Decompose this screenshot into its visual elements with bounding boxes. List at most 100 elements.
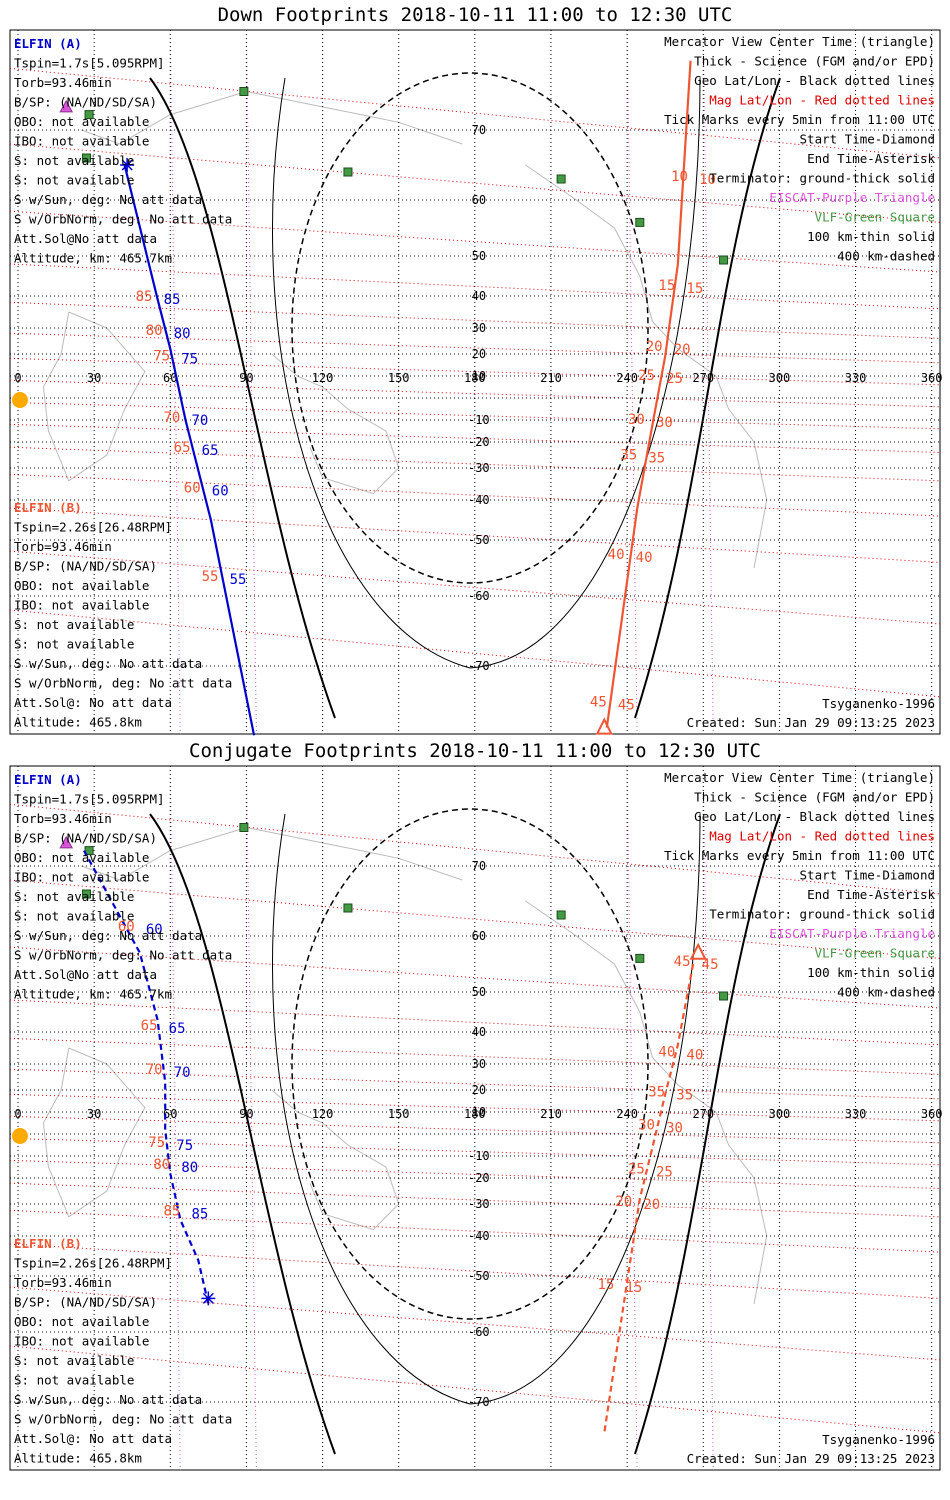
- track-time-tick-mag: 30: [628, 412, 645, 428]
- terminator: [149, 813, 781, 1455]
- legend-line: End Time-Asterisk: [807, 151, 935, 166]
- track-time-tick: 80: [174, 326, 191, 342]
- track-elfin-b: 15 15 20 20 25 25 30 30 35 35 40 40 45 45: [598, 942, 719, 1433]
- mag-lon-line: [169, 29, 181, 735]
- elfin-b-info-line: IBO: not available: [14, 1334, 149, 1349]
- model-label: Tsyganenko-1996: [822, 696, 935, 711]
- lon-tick-label: 150: [388, 1107, 410, 1121]
- elfin-a-info-line: Att.Sol@No att data: [14, 967, 157, 982]
- legend-line: Thick - Science (FGM and/or EPD): [694, 790, 935, 805]
- lon-tick-label: 120: [312, 1107, 334, 1121]
- legend-line: Start Time-Diamond: [800, 132, 935, 147]
- vlf-station-square: [239, 87, 249, 96]
- track-time-tick: 60: [146, 922, 163, 938]
- track-time-tick-mag: 45: [590, 695, 607, 711]
- contour-100km: [272, 77, 701, 669]
- lon-tick-label: 240: [616, 371, 638, 385]
- elfin-b-info-line: Altitude: 465.8km: [14, 1451, 142, 1466]
- track-time-tick: 35: [648, 451, 665, 467]
- legend-line: 400 km-dashed: [837, 985, 935, 1000]
- contour-400km: [291, 808, 649, 1320]
- elfin-b-info-line: Altitude: 465.8km: [14, 715, 142, 730]
- lon-tick-label: 330: [845, 371, 867, 385]
- legend-line: Terminator: ground-thick solid: [709, 171, 935, 186]
- elfin-a-info-line: Tspin=1.7s[5.095RPM]: [14, 56, 165, 71]
- track-time-tick-mag: 45: [674, 954, 691, 970]
- sun-icon: [12, 392, 28, 408]
- geo-grid: [10, 30, 940, 734]
- legend-line: Tick Marks every 5min from 11:00 UTC: [664, 112, 935, 127]
- track-time-tick: 20: [643, 1197, 660, 1213]
- lat-tick-label: -50: [468, 533, 490, 547]
- track-time-tick-mag: 85: [136, 289, 153, 305]
- vlf-station-square: [239, 823, 249, 832]
- track-time-tick: 15: [686, 281, 703, 297]
- mag-lat-line: [9, 946, 941, 1009]
- track-time-tick-mag: 75: [153, 348, 170, 364]
- lon-tick-label: 360: [921, 1107, 943, 1121]
- legend-line: VLF-Green Square: [815, 946, 935, 961]
- mag-lon-line: [702, 765, 714, 1471]
- lon-tick-label: 30: [87, 1107, 101, 1121]
- vlf-station-square: [343, 167, 353, 177]
- track-time-tick-mag: 80: [146, 323, 163, 339]
- mag-lon-lines: [169, 765, 714, 1471]
- elfin-a-info-line: Torb=93.46min: [14, 811, 112, 826]
- lat-tick-label: 50: [472, 985, 486, 999]
- lat-tick-label: 60: [472, 193, 486, 207]
- track-time-tick: 15: [626, 1280, 643, 1296]
- mag-grid: [9, 803, 941, 1434]
- lon-tick-label: 300: [769, 371, 791, 385]
- track-time-tick-mag: 40: [608, 547, 625, 563]
- track-time-tick: 80: [181, 1160, 198, 1176]
- elfin-b-info-line: Torb=93.46min: [14, 539, 112, 554]
- track-time-tick: 20: [674, 342, 691, 358]
- elfin-a-info-line: IBO: not available: [14, 870, 149, 885]
- elfin-a-info-line: S w/Sun, deg: No att data: [14, 192, 202, 207]
- track-time-tick: 25: [656, 1164, 673, 1180]
- lon-tick-label: 150: [388, 371, 410, 385]
- track-time-tick: 65: [202, 443, 219, 459]
- elfin-b-name: ELFIN (B): [14, 500, 82, 515]
- mag-lat-line: [9, 210, 941, 273]
- lon-tick-label: 0: [14, 371, 21, 385]
- legend-line: Thick - Science (FGM and/or EPD): [694, 54, 935, 69]
- elfin-a-name: ELFIN (A): [14, 772, 82, 787]
- lat-tick-label: -70: [468, 1395, 490, 1409]
- elfin-a-info-line: Altitude, km: 465.7km: [14, 987, 172, 1002]
- down-footprints-map: 0 30 60 90 120 150 180 210 240 270 300 330 360706050…: [9, 29, 943, 736]
- legend-line: End Time-Asterisk: [807, 887, 935, 902]
- legend-line: EISCAT-Purple Triangle: [769, 926, 935, 941]
- lon-tick-label: 240: [616, 1107, 638, 1121]
- track-time-tick-mag: 85: [164, 1204, 181, 1220]
- track-time-tick-mag: 15: [598, 1277, 615, 1293]
- elfin-a-info-line: S: not available: [14, 909, 134, 924]
- elfin-b-info-line: S w/OrbNorm, deg: No att data: [14, 1412, 232, 1427]
- legend-line: EISCAT-Purple Triangle: [769, 190, 935, 205]
- elfin-a-info-line: Altitude, km: 465.7km: [14, 251, 172, 266]
- footprint-track-line: [123, 164, 256, 736]
- footprint-track-line: [605, 60, 692, 728]
- terminator-east: [634, 813, 781, 1455]
- lon-tick-label: 30: [87, 371, 101, 385]
- lat-tick-label: 10: [472, 1105, 486, 1119]
- track-time-tick-mag: 25: [638, 368, 655, 384]
- track-time-tick-mag: 65: [141, 1018, 158, 1034]
- asterisk-stroke: [121, 159, 133, 171]
- elfin-b-info-line: Att.Sol@: No att data: [14, 695, 172, 710]
- track-time-tick-mag: 40: [658, 1044, 675, 1060]
- mag-lon-line: [245, 765, 257, 1471]
- lat-tick-label: -20: [468, 1171, 490, 1185]
- contour-100km: [272, 813, 701, 1405]
- legend-line: Mercator View Center Time (triangle): [664, 770, 935, 785]
- track-time-tick: 35: [676, 1087, 693, 1103]
- legend-line: VLF-Green Square: [815, 210, 935, 225]
- lon-tick-label: 210: [540, 371, 562, 385]
- elfin-b-info-line: Tspin=2.26s[26.48RPM]: [14, 520, 172, 535]
- lat-tick-label: -30: [468, 1197, 490, 1211]
- elfin-b-name: ELFIN (B): [14, 1236, 82, 1251]
- track-time-tick-mag: 35: [620, 448, 637, 464]
- track-time-tick-mag: 60: [184, 480, 201, 496]
